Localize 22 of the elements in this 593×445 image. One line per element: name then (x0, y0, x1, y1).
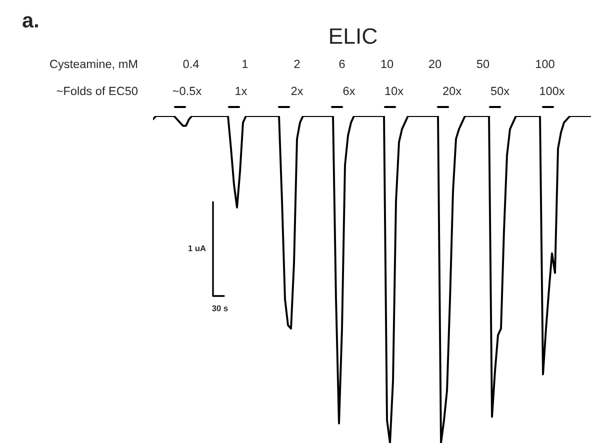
text: 10 (381, 60, 394, 68)
text: 20x (443, 86, 462, 96)
annotation: 1 uA (188, 245, 206, 252)
text: 6 (339, 60, 345, 68)
text: 6x (343, 86, 356, 96)
text: 2 (294, 60, 300, 68)
text: ~0.5x (172, 86, 202, 96)
text: 100 (536, 60, 554, 68)
annotation: 30 s (212, 305, 228, 312)
text: 20 (429, 60, 442, 68)
text: Cysteamine, mM (50, 60, 138, 71)
text: 10x (385, 86, 404, 96)
text: 50x (490, 86, 510, 96)
text: 0.4 (183, 60, 199, 68)
text: 100x (540, 86, 565, 96)
chart-title: ELIC (330, 28, 377, 44)
text: ~Folds of EC50 (56, 86, 138, 96)
text: 1x (236, 86, 248, 96)
text: a. (22, 16, 38, 28)
text: 1 (242, 60, 248, 68)
text: 50 (476, 60, 490, 68)
text: 2x (291, 86, 304, 96)
